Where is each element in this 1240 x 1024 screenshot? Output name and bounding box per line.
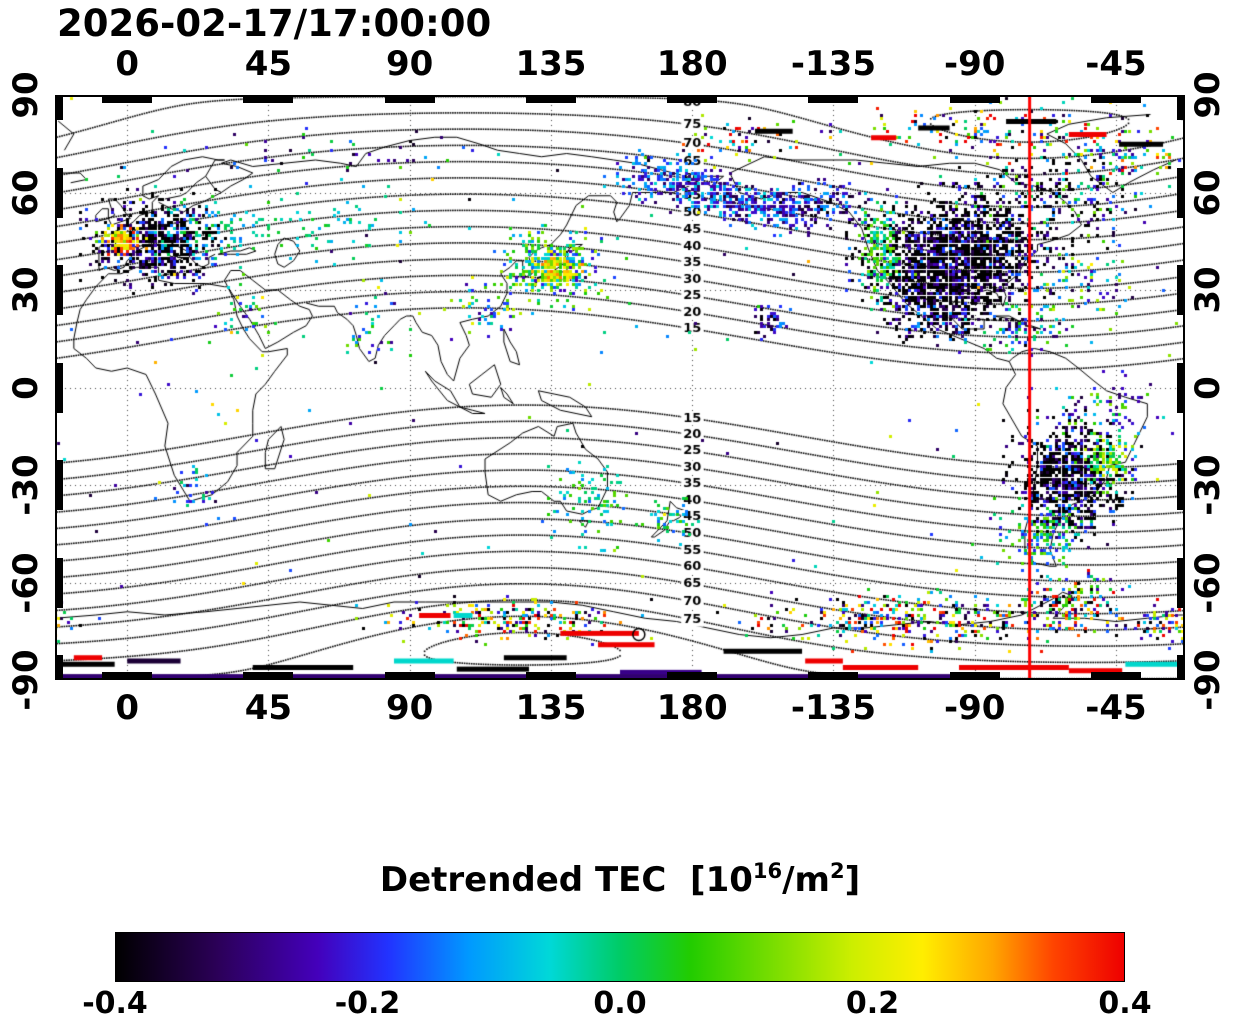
axis-tick-mark (55, 655, 63, 680)
axis-tick-mark (243, 95, 294, 103)
axis-tick-mark (1177, 95, 1185, 120)
lon-tick-label-top: 45 (244, 44, 293, 84)
lat-tick-label-right: -60 (1188, 551, 1228, 614)
lon-tick-label-top: -45 (1085, 44, 1147, 84)
lat-tick-label-left: -90 (6, 649, 46, 711)
axis-tick-mark (1177, 167, 1185, 218)
axis-tick-mark (808, 672, 859, 680)
axis-tick-mark (55, 265, 63, 315)
colorbar-tick-label: -0.4 (82, 986, 148, 1021)
axis-tick-mark (1177, 265, 1185, 315)
lon-tick-label-bottom: 180 (656, 688, 728, 728)
map-canvas (55, 95, 1185, 680)
lat-tick-label-right: 30 (1188, 266, 1228, 314)
axis-tick-mark (949, 672, 1000, 680)
axis-tick-mark (525, 95, 576, 103)
axis-tick-mark (667, 95, 718, 103)
colorbar-title-sup-square: 2 (829, 859, 845, 883)
axis-tick-mark (1177, 362, 1185, 413)
axis-tick-mark (667, 672, 718, 680)
lon-tick-label-bottom: -45 (1085, 688, 1147, 728)
map-frame (55, 95, 1185, 680)
axis-tick-mark (55, 167, 63, 218)
axis-tick-mark (55, 557, 63, 608)
colorbar-title-suffix: ] (844, 860, 861, 900)
colorbar-title-mid: /m (782, 860, 830, 900)
lon-tick-label-top: -135 (790, 44, 876, 84)
lon-tick-label-top: -90 (943, 44, 1006, 84)
lon-tick-label-top: 180 (656, 44, 728, 84)
axis-tick-mark (384, 672, 435, 680)
lat-tick-label-right: -30 (1188, 454, 1228, 516)
lat-tick-label-left: 30 (6, 266, 46, 314)
axis-tick-mark (102, 672, 153, 680)
colorbar-tick-label: 0.0 (593, 986, 647, 1021)
lat-tick-label-left: -60 (6, 551, 46, 614)
lat-tick-label-right: 60 (1188, 168, 1228, 217)
axis-tick-mark (1090, 672, 1141, 680)
lon-tick-label-bottom: -135 (790, 688, 876, 728)
colorbar-tick-label: 0.2 (845, 986, 900, 1021)
lon-tick-label-bottom: 45 (244, 688, 293, 728)
lat-tick-label-left: -30 (6, 454, 46, 516)
lat-tick-label-right: 90 (1188, 71, 1228, 119)
lon-tick-label-top: 0 (115, 44, 140, 84)
lon-tick-label-bottom: -90 (943, 688, 1006, 728)
lon-tick-label-top: 90 (386, 44, 434, 84)
lon-tick-label-bottom: 135 (515, 688, 587, 728)
axis-tick-mark (525, 672, 576, 680)
axis-tick-mark (55, 362, 63, 413)
axis-tick-mark (243, 672, 294, 680)
lat-tick-label-left: 60 (6, 168, 46, 217)
colorbar-tick-label: -0.2 (334, 986, 401, 1021)
axis-tick-mark (808, 95, 859, 103)
axis-tick-mark (949, 95, 1000, 103)
colorbar-title-text: Detrended TEC [10 (379, 860, 753, 900)
lat-tick-label-right: -90 (1188, 649, 1228, 711)
colorbar-tick-label: 0.4 (1098, 986, 1152, 1021)
axis-tick-mark (1177, 655, 1185, 680)
axis-tick-mark (1090, 95, 1141, 103)
axis-tick-mark (102, 95, 153, 103)
lon-tick-label-bottom: 90 (386, 688, 434, 728)
axis-tick-mark (1177, 557, 1185, 608)
plot-title: 2026-02-17/17:00:00 (57, 2, 492, 45)
colorbar-title-sup-exponent: 16 (752, 859, 783, 883)
colorbar-gradient (115, 932, 1125, 982)
lat-tick-label-left: 90 (6, 71, 46, 119)
lat-tick-label-right: 0 (1188, 375, 1228, 400)
axis-tick-mark (55, 460, 63, 510)
lon-tick-label-bottom: 0 (115, 688, 140, 728)
axis-tick-mark (1177, 460, 1185, 510)
lat-tick-label-left: 0 (6, 375, 46, 400)
axis-tick-mark (384, 95, 435, 103)
axis-tick-mark (55, 95, 63, 120)
lon-tick-label-top: 135 (515, 44, 587, 84)
colorbar-title: Detrended TEC [1016/m2] (0, 859, 1240, 900)
